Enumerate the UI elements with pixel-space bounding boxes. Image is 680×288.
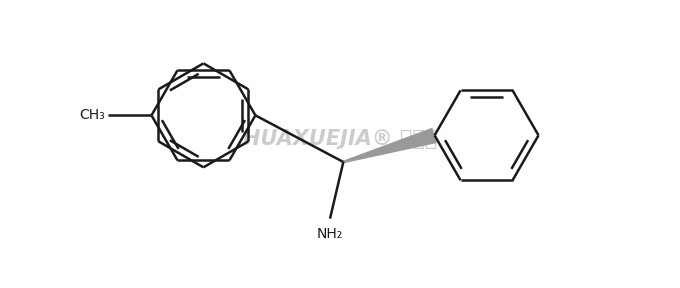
Text: NH₂: NH₂ bbox=[317, 227, 343, 240]
Text: HUAXUEJIA® 化学加: HUAXUEJIA® 化学加 bbox=[243, 129, 437, 149]
Text: CH₃: CH₃ bbox=[79, 108, 105, 122]
Polygon shape bbox=[343, 128, 437, 163]
